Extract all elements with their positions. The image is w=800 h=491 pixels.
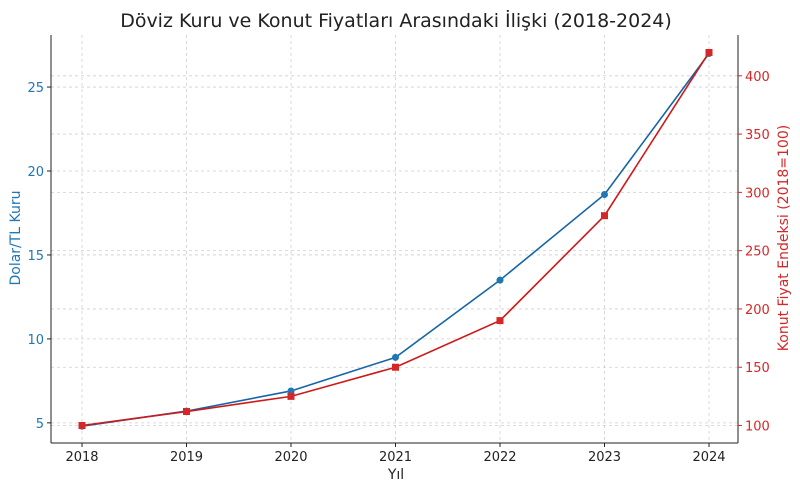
data-point-left [392,353,399,361]
left-y-tick-label: 10 [27,333,44,348]
data-point-left [496,276,504,284]
data-point-right [601,212,608,220]
x-tick-label: 2022 [483,450,516,465]
left-y-tick-label: 5 [36,417,44,432]
series-layer [78,48,713,430]
x-tick-label: 2024 [692,450,725,465]
left-y-tick-label: 15 [27,249,44,264]
grid [51,35,738,443]
right-y-axis-label: Konut Fiyat Endeksi (2018=100) [776,125,792,351]
right-y-tick-label: 350 [745,128,770,143]
data-point-right [392,363,399,371]
right-y-tick-label: 150 [745,361,770,376]
chart-title: Döviz Kuru ve Konut Fiyatları Arasındaki… [120,9,672,32]
data-point-left [287,387,295,395]
data-point-right [705,48,713,56]
left-y-tick-label: 25 [27,81,44,96]
right-y-tick-label: 200 [745,303,770,318]
data-point-left [601,191,608,199]
x-tick-label: 2019 [170,450,203,465]
data-point-right [496,317,504,325]
x-tick-label: 2023 [588,450,621,465]
right-y-tick-label: 100 [745,420,770,435]
data-point-right [287,392,295,400]
left-y-tick-label: 20 [27,165,44,180]
x-tick-label: 2018 [65,450,98,465]
x-tick-label: 2021 [379,450,412,465]
left-y-axis-label: Dolar/TL Kuru [8,190,24,285]
axes: 2018 2019 2020 2021 2022 2023 2024 5 10 15 20 25 100… [27,35,770,465]
right-y-tick-label: 300 [745,186,770,201]
data-point-right [183,408,190,416]
right-y-tick-label: 400 [745,70,770,85]
series-right [78,48,713,430]
x-axis-label: Yıl [387,467,404,483]
data-point-right [78,422,86,430]
right-y-tick-label: 250 [745,245,770,260]
x-tick-label: 2020 [274,450,307,465]
